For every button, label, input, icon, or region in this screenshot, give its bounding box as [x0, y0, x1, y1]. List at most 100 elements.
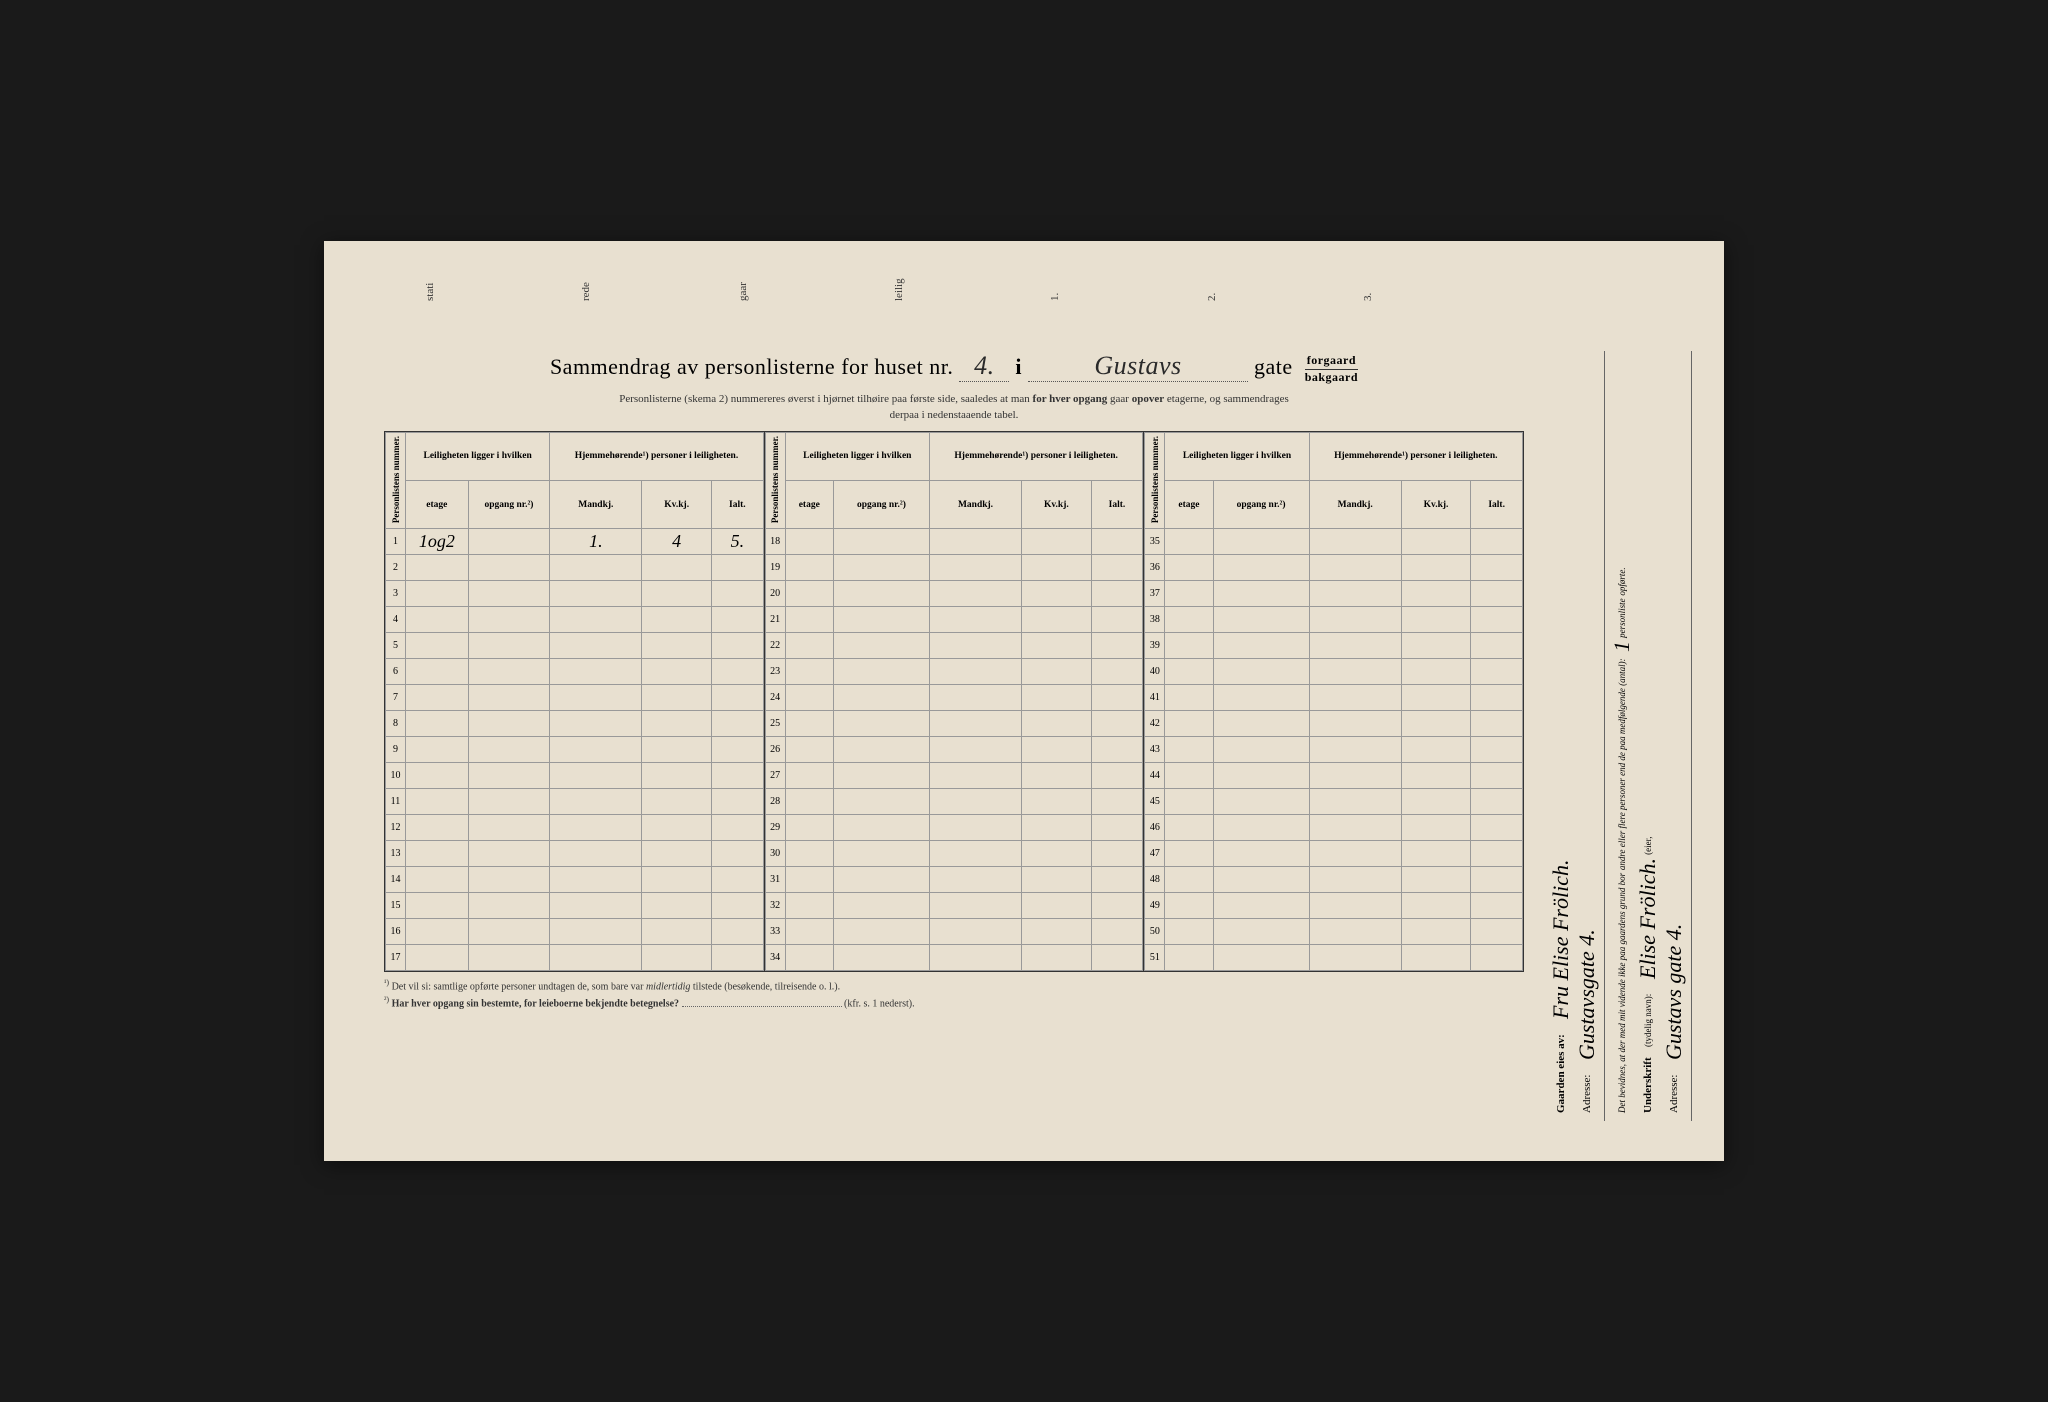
cell-etage: [1165, 789, 1213, 815]
table-row: 15: [386, 893, 764, 919]
cell-kvkj: [1401, 633, 1471, 659]
cell-mandkj: [929, 763, 1021, 789]
cell-kvkj: [1022, 789, 1092, 815]
row-number: 3: [386, 581, 406, 607]
cell-opgang: [1213, 763, 1309, 789]
cell-etage: [785, 633, 833, 659]
cell-mandkj: [1309, 867, 1401, 893]
census-table-2: Personlistens nummer. Leiligheten ligger…: [765, 432, 1144, 971]
cell-mandkj: [550, 919, 642, 945]
cell-kvkj: [1401, 581, 1471, 607]
table-row: 10: [386, 763, 764, 789]
row-number: 46: [1145, 815, 1165, 841]
col-leiligheten: Leiligheten ligger i hvilken: [1165, 432, 1309, 480]
owner-name: Fru Elise Frölich.: [1548, 860, 1573, 1019]
table-row: 51: [1145, 945, 1523, 971]
forgaard-label: forgaard: [1305, 353, 1358, 370]
cell-mandkj: [1309, 685, 1401, 711]
table-row: 46: [1145, 815, 1523, 841]
row-number: 50: [1145, 919, 1165, 945]
cell-opgang: [833, 581, 929, 607]
cell-ialt: [1471, 815, 1523, 841]
cell-kvkj: [642, 555, 712, 581]
cell-opgang: [833, 945, 929, 971]
cell-opgang: [1213, 789, 1309, 815]
cell-opgang: [1213, 893, 1309, 919]
cell-opgang: [833, 711, 929, 737]
cell-mandkj: 1.: [550, 529, 642, 555]
attestation-column: Det bevidnes, at der med mit vidende ikk…: [1605, 351, 1692, 1121]
cell-mandkj: [550, 659, 642, 685]
cell-mandkj: [550, 737, 642, 763]
footnote-1-sup: ¹): [384, 978, 389, 987]
table-row: 8: [386, 711, 764, 737]
cell-kvkj: [1022, 711, 1092, 737]
cell-ialt: [711, 555, 763, 581]
table-row: 4: [386, 607, 764, 633]
cell-opgang: [1213, 841, 1309, 867]
subtitle-1b: for hver opgang: [1033, 393, 1108, 405]
cell-ialt: [711, 893, 763, 919]
subtitle: Personlisterne (skema 2) nummereres øver…: [384, 393, 1524, 405]
table-row: 48: [1145, 867, 1523, 893]
cell-ialt: [1091, 607, 1143, 633]
cell-mandkj: [550, 633, 642, 659]
row-number: 23: [765, 659, 785, 685]
cell-kvkj: [642, 607, 712, 633]
row-number: 22: [765, 633, 785, 659]
subtitle-1e: etagerne, og sammendrages: [1167, 393, 1289, 405]
fragment: 1.: [1049, 241, 1061, 301]
cell-mandkj: [550, 607, 642, 633]
row-number: 43: [1145, 737, 1165, 763]
row-number: 30: [765, 841, 785, 867]
table-row: 37: [1145, 581, 1523, 607]
cell-mandkj: [1309, 659, 1401, 685]
footnote-1b: midlertidig: [646, 981, 690, 992]
cell-etage: [1165, 555, 1213, 581]
cell-kvkj: [1022, 841, 1092, 867]
cell-ialt: [1091, 555, 1143, 581]
cell-ialt: [711, 841, 763, 867]
attest-1: Det bevidnes, at der med mit vidende ikk…: [1617, 873, 1627, 1113]
col-personlistens: Personlistens nummer.: [386, 432, 406, 528]
col-etage: etage: [785, 481, 833, 529]
cell-opgang: [468, 737, 550, 763]
cell-opgang: [468, 763, 550, 789]
col-leiligheten: Leiligheten ligger i hvilken: [785, 432, 929, 480]
sign-sub: (tydelig navn):: [1643, 993, 1653, 1046]
table-row: 27: [765, 763, 1143, 789]
col-ialt: Ialt.: [1471, 481, 1523, 529]
cell-kvkj: [642, 737, 712, 763]
cell-mandkj: [550, 867, 642, 893]
cell-ialt: [1471, 529, 1523, 555]
cell-opgang: [1213, 529, 1309, 555]
cell-ialt: [1471, 893, 1523, 919]
cell-kvkj: [642, 685, 712, 711]
table-row: 29: [765, 815, 1143, 841]
cell-kvkj: [1401, 763, 1471, 789]
cell-opgang: [468, 685, 550, 711]
cell-mandkj: [550, 841, 642, 867]
cell-ialt: 5.: [711, 529, 763, 555]
table-row: 3: [386, 581, 764, 607]
col-kvkj: Kv.kj.: [642, 481, 712, 529]
cell-mandkj: [929, 607, 1021, 633]
bakgaard-label: bakgaard: [1305, 370, 1358, 385]
cell-mandkj: [929, 919, 1021, 945]
title-i: i: [1015, 354, 1022, 379]
footnote-blank: [682, 1006, 842, 1007]
cell-kvkj: [1022, 659, 1092, 685]
row-number: 33: [765, 919, 785, 945]
cell-opgang: [833, 789, 929, 815]
row-number: 32: [765, 893, 785, 919]
cell-opgang: [468, 633, 550, 659]
cell-opgang: [833, 815, 929, 841]
cell-mandkj: [550, 893, 642, 919]
row-number: 34: [765, 945, 785, 971]
cell-opgang: [1213, 945, 1309, 971]
row-number: 51: [1145, 945, 1165, 971]
cell-ialt: [1471, 581, 1523, 607]
cell-ialt: [1471, 789, 1523, 815]
table-row: 5: [386, 633, 764, 659]
table-row: 30: [765, 841, 1143, 867]
